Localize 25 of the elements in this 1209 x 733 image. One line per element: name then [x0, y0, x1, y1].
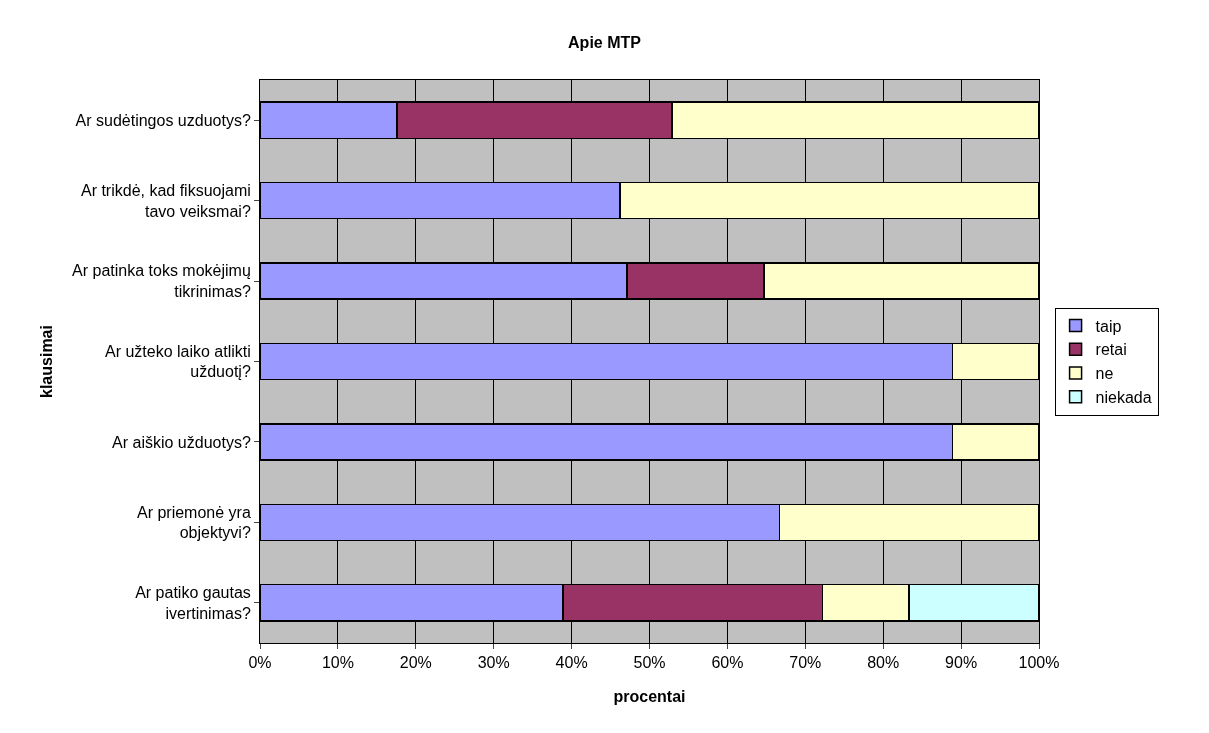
- x-tick-label: 30%: [477, 654, 510, 672]
- legend-label: taip: [1095, 317, 1122, 335]
- x-tick-label: 20%: [399, 654, 432, 672]
- y-tick-label: Ar priemonė yra objektyvi?: [136, 503, 251, 542]
- x-tick-label: 70%: [789, 654, 822, 672]
- x-tick-label: 60%: [711, 654, 744, 672]
- y-tick-label: Ar aiškio užduotys?: [112, 433, 251, 451]
- x-tick-label: 90%: [945, 654, 978, 672]
- legend-label: niekada: [1095, 389, 1152, 407]
- x-tick-label: 10%: [321, 654, 354, 672]
- y-tick-label: Ar patiko gautas ivertinimas?: [135, 583, 251, 622]
- x-tick-label: 100%: [1018, 654, 1060, 672]
- x-axis-title: procentai: [613, 687, 686, 705]
- y-tick-label: Ar trikdė, kad fiksuojami tavo veiksmai?: [80, 181, 251, 220]
- x-tick-label: 40%: [555, 654, 588, 672]
- legend-label: ne: [1095, 365, 1114, 383]
- y-tick-label: Ar užteko laiko atlikti užduotį?: [104, 342, 251, 381]
- x-tick-label: 80%: [867, 654, 900, 672]
- x-tick-label: 50%: [633, 654, 666, 672]
- y-tick-label: Ar sudėtingos uzduotys?: [75, 111, 251, 129]
- legend-label: retai: [1095, 341, 1127, 359]
- chart-title: Apie MTP: [568, 33, 642, 51]
- x-tick-label: 0%: [248, 654, 272, 672]
- y-tick-label: Ar patinka toks mokėjimų tikrinimas?: [72, 262, 251, 301]
- y-axis-title: klausimai: [37, 325, 55, 398]
